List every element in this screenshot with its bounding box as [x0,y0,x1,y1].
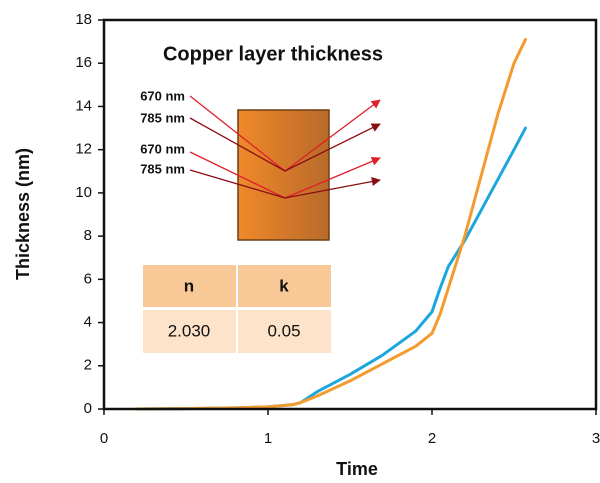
y-tick-label: 10 [75,184,92,201]
y-tick-label: 0 [84,400,92,417]
y-tick-label: 12 [75,141,92,158]
ray [189,117,381,172]
y-tick-label: 16 [75,54,92,71]
x-axis-title: Time [336,459,378,479]
x-tick-label: 3 [592,430,600,447]
y-tick-label: 6 [84,270,92,287]
copper-block [237,109,330,241]
table-cell [238,265,331,307]
wavelength-label: 785 nm [140,161,185,176]
x-tick-label: 1 [264,430,272,447]
y-tick-label: 18 [75,11,92,28]
wavelength-label: 670 nm [140,88,185,103]
inset-title: Copper layer thickness [163,43,383,65]
ray [189,169,381,199]
table-cell [143,265,236,307]
x-tick-label: 0 [100,430,108,447]
table-cell-text: 2.030 [168,321,211,340]
table-header: n [184,276,194,295]
y-tick-label: 2 [84,357,92,374]
y-axis-title: Thickness (nm) [13,148,33,280]
x-tick-label: 2 [428,430,436,447]
y-tick-label: 4 [84,314,92,331]
table-cell [143,310,236,353]
rays [189,95,381,199]
y-tick-label: 8 [84,227,92,244]
plot-frame [102,18,598,411]
property-table: n k 2.030 0.05 [143,265,331,353]
data-line [135,37,527,411]
table-cell-text: 0.05 [267,321,300,340]
y-tick-label: 14 [75,97,92,114]
wavelength-label: 785 nm [140,110,185,125]
table-header: k [279,276,289,295]
table-cell [238,310,331,353]
wavelength-label: 670 nm [140,141,185,156]
